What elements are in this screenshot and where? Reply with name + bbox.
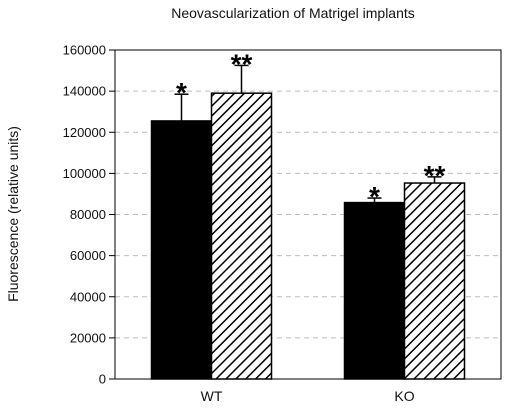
y-tick-label: 20000 [70,330,106,345]
y-tick-label: 40000 [70,289,106,304]
chart-title: Neovascularization of Matrigel implants [171,5,415,21]
significance-marker: ** [424,160,446,191]
bar-ko-solid [343,201,406,380]
y-tick-label: 60000 [70,248,106,263]
y-tick-label: 100000 [63,166,106,181]
y-tick-label: 80000 [70,207,106,222]
y-tick-label: 0 [99,372,106,387]
axes: 0 20000 40000 60000 80000 100000 120000 140000 1… [63,43,502,404]
plot-frame [114,49,502,380]
bars: ****** [150,48,466,380]
bar-ko-hatched [403,182,466,380]
significance-marker: * [369,181,380,212]
significance-marker: ** [231,48,253,79]
y-tick-label: 140000 [63,84,106,99]
x-category-label: KO [394,388,414,404]
bar-wt-hatched [210,92,273,380]
x-category-label: WT [201,388,223,404]
y-tick-label: 120000 [63,125,106,140]
significance-marker: * [176,77,187,108]
y-axis-label: Fluorescence (relative units) [5,126,21,302]
bar-wt-solid [150,120,213,380]
y-tick-label: 160000 [63,43,106,58]
